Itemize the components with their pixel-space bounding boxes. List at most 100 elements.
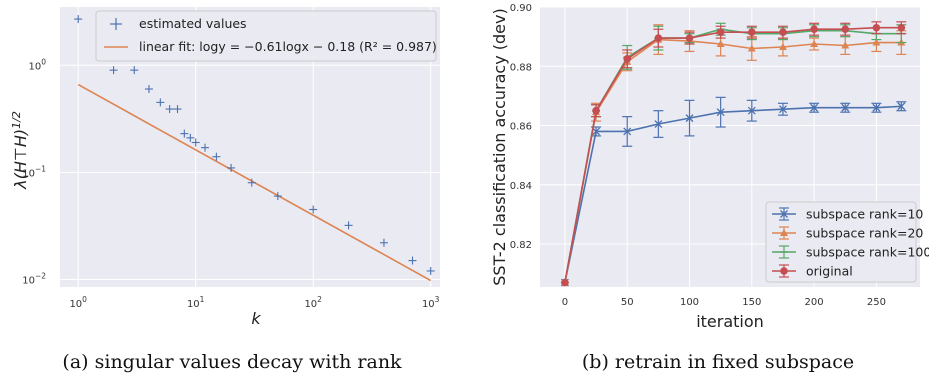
legend-b-label: original	[806, 264, 853, 279]
data-point	[716, 28, 725, 36]
x-tick-label-b: 200	[805, 297, 824, 308]
x-tick-label-b: 100	[680, 297, 699, 308]
y-tick-label-a: 10−1	[22, 164, 46, 179]
data-point	[227, 163, 236, 172]
data-point	[810, 40, 819, 48]
legend-b-marker	[780, 229, 788, 236]
data-point	[592, 106, 600, 115]
y-ticks-b: 0.82 0.84 0.86 0.88 0.90	[510, 3, 532, 251]
y-axis-label-a: λ(H⊤H)1/2	[10, 111, 30, 190]
scatter-points-group	[74, 15, 435, 275]
data-point	[201, 143, 210, 152]
data-point	[109, 66, 118, 75]
data-point	[685, 34, 694, 42]
panel-a-singular-values: 100 101 102 103 10−2 10−1 100 estimated value…	[10, 7, 440, 373]
data-point	[191, 138, 200, 147]
y-axis-label-b: SST-2 classification accuracy (dev)	[490, 8, 509, 285]
data-point	[212, 152, 221, 161]
data-point	[841, 41, 850, 49]
series-group-b	[560, 21, 907, 287]
data-point	[180, 129, 189, 138]
panel-b-retrain: 0 50 100 150 200 250 0.82 0.84 0.86 0.88 0.90 sub…	[490, 3, 929, 373]
data-point	[872, 38, 881, 46]
data-point	[623, 55, 632, 63]
data-point	[273, 192, 282, 201]
caption-a: (a) singular values decay with rank	[62, 351, 402, 373]
legend-b-frame	[765, 201, 917, 283]
data-point	[379, 238, 388, 247]
data-point	[872, 103, 881, 112]
caption-b: (b) retrain in fixed subspace	[582, 351, 854, 373]
data-point	[716, 40, 725, 48]
series-line	[564, 38, 902, 283]
data-point	[654, 120, 663, 128]
data-point	[778, 43, 787, 50]
y-tick-label-a: 100	[28, 57, 46, 72]
data-point	[165, 105, 174, 114]
data-point	[561, 278, 569, 287]
x-tick-label-a: 102	[304, 295, 322, 310]
data-point	[247, 178, 256, 187]
series-original	[561, 21, 907, 287]
data-point	[408, 256, 417, 265]
x-axis-label-a: k	[251, 309, 261, 328]
x-tick-label-b: 250	[867, 297, 886, 308]
data-point	[426, 266, 435, 275]
legend-b-label: subspace rank=20	[806, 226, 923, 241]
data-point	[186, 133, 195, 142]
data-point	[74, 15, 83, 24]
data-point	[309, 205, 318, 214]
y-tick-label-b: 0.90	[510, 3, 532, 14]
data-point	[156, 98, 165, 107]
data-point	[130, 66, 139, 75]
legend-b-marker	[780, 210, 788, 218]
data-point	[810, 25, 818, 34]
x-tick-label-b: 0	[562, 297, 568, 308]
data-point	[685, 114, 694, 123]
x-tick-label-a: 101	[187, 295, 205, 310]
legend-b-marker	[780, 267, 788, 275]
x-tick-label-a: 103	[422, 295, 440, 310]
legend-b: subspace rank=10 subspace rank=20 subspace…	[765, 201, 929, 283]
x-ticks-a: 100 101 102 103	[69, 295, 439, 310]
data-point	[623, 127, 632, 136]
legend-a-label-fit: linear fit: logy = −0.61logx − 0.18 (R² …	[139, 39, 437, 54]
y-ticks-a: 10−2 10−1 100	[22, 57, 46, 286]
data-point	[897, 23, 906, 32]
y-tick-label-b: 0.86	[510, 122, 532, 133]
data-point	[747, 44, 756, 52]
data-point	[716, 108, 725, 117]
data-point	[144, 85, 153, 94]
legend-a-frame	[95, 10, 437, 62]
data-point	[778, 105, 787, 114]
legend-b-entry: subspace rank=100	[772, 245, 929, 260]
data-point	[897, 102, 906, 111]
legend-b-label: subspace rank=100	[806, 245, 929, 260]
x-tick-label-b: 50	[621, 297, 634, 308]
x-ticks-b: 0 50 100 150 200 250	[562, 297, 886, 308]
data-point	[779, 28, 787, 36]
series-line	[564, 26, 902, 283]
x-axis-label-b: iteration	[696, 312, 764, 331]
y-tick-label-b: 0.82	[510, 240, 532, 251]
legend-a: estimated values linear fit: logy = −0.6…	[95, 10, 437, 62]
data-point	[173, 105, 182, 114]
data-point	[810, 103, 819, 112]
legend-b-entry: subspace rank=10	[772, 207, 923, 222]
y-tick-label-b: 0.88	[510, 62, 532, 73]
data-point	[344, 221, 353, 230]
x-tick-label-b: 150	[742, 297, 761, 308]
legend-a-label-estimated: estimated values	[139, 16, 247, 31]
data-point	[841, 25, 850, 34]
y-tick-label-b: 0.84	[510, 181, 532, 192]
data-point	[841, 103, 850, 112]
legend-b-entry: subspace rank=20	[772, 226, 923, 241]
legend-a-marker-estimated	[110, 18, 122, 30]
y-tick-label-a: 10−2	[22, 271, 46, 286]
data-point	[748, 28, 756, 36]
legend-b-label: subspace rank=10	[806, 207, 923, 222]
data-point	[747, 106, 756, 115]
data-point	[654, 34, 663, 42]
data-point	[872, 23, 881, 32]
